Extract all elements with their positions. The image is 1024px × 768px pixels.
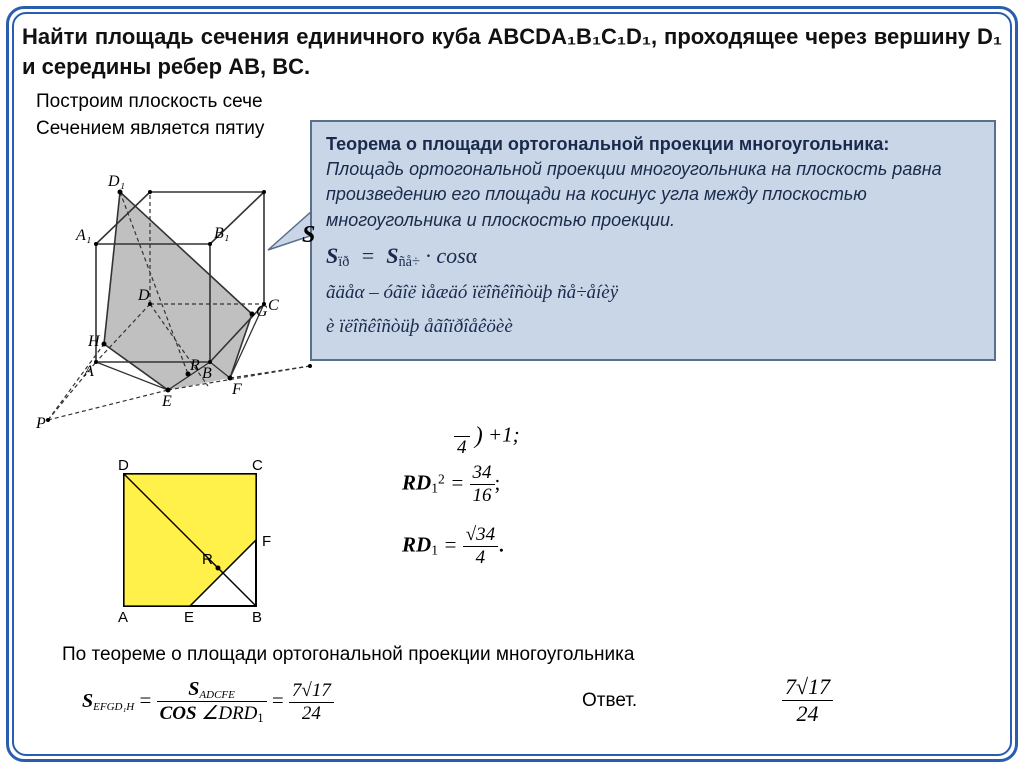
- svg-text:B₁: B₁: [214, 225, 229, 242]
- svg-text:B: B: [202, 365, 212, 382]
- final-formula: SEFGD₁H = SADCFE COS ∠DRD1 = 7√17 24: [82, 678, 334, 726]
- theorem-body: Площадь ортогональной проекции многоугол…: [326, 157, 980, 233]
- svg-text:E: E: [161, 393, 172, 410]
- content-area: Найти площадь сечения единичного куба AB…: [22, 22, 1002, 746]
- theorem-formula: Sïð = Sñå÷ · cosα: [326, 241, 980, 272]
- eq-rd1-sq: RD12 = 3416;: [402, 462, 500, 507]
- svg-text:A: A: [118, 609, 128, 626]
- bottom-theorem-text: По теореме о площади ортогональной проек…: [62, 644, 634, 666]
- svg-text:D₁: D₁: [107, 174, 125, 190]
- svg-text:F: F: [262, 533, 271, 550]
- svg-text:A: A: [83, 363, 94, 380]
- theorem-heading: Теорема о площади ортогональной проекции…: [326, 132, 980, 157]
- svg-text:H: H: [87, 333, 101, 350]
- s-partial: S: [302, 222, 315, 249]
- eq-rd1: RD1 = √344.: [402, 524, 505, 569]
- svg-text:C: C: [252, 457, 263, 474]
- projection-diagram: D C A E B F R: [92, 456, 297, 646]
- theorem-box: Теорема о площади ортогональной проекции…: [310, 120, 996, 361]
- svg-text:B: B: [252, 609, 262, 626]
- svg-text:D: D: [118, 457, 129, 474]
- svg-text:A₁: A₁: [75, 227, 91, 244]
- svg-text:R: R: [202, 551, 213, 568]
- svg-text:P: P: [35, 415, 46, 432]
- svg-text:R: R: [189, 357, 200, 374]
- solution-line-1: Построим плоскость сече: [36, 91, 1002, 113]
- svg-text:G: G: [256, 303, 268, 320]
- theorem-garbled-1: ãäåα – óãîë ìåæäó ïëîñêîñòüþ ñå÷åíèÿ: [326, 280, 980, 307]
- theorem-garbled-2: è ïëîñêîñòüþ åãîïðîåêöèè: [326, 314, 980, 341]
- svg-text:E: E: [184, 609, 194, 626]
- svg-text:D: D: [137, 287, 150, 304]
- svg-text:F: F: [231, 381, 242, 398]
- svg-text:C: C: [268, 297, 279, 314]
- answer-value: 7√17 24: [782, 674, 833, 727]
- problem-title: Найти площадь сечения единичного куба AB…: [22, 22, 1002, 81]
- eq-partial-top: 4 ) +1;: [454, 414, 520, 459]
- answer-label: Ответ.: [582, 690, 637, 712]
